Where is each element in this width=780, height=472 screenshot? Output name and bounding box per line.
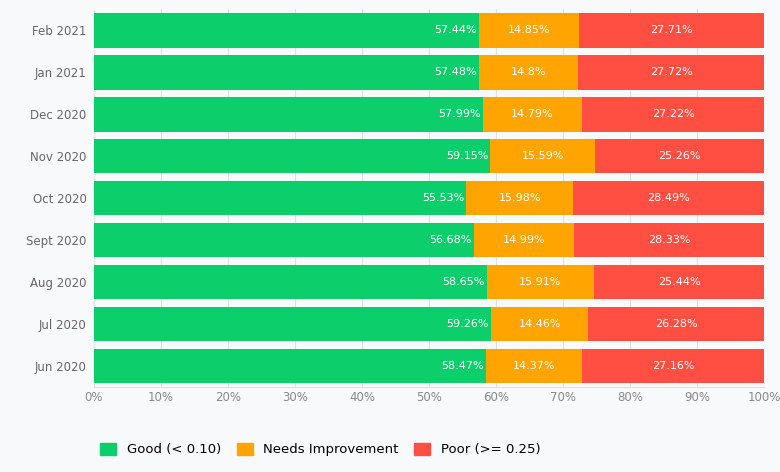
- Bar: [574, 223, 764, 257]
- Bar: [582, 97, 764, 132]
- Text: 57.44%: 57.44%: [434, 25, 477, 35]
- Bar: [466, 181, 573, 215]
- Bar: [487, 265, 594, 299]
- Bar: [473, 223, 574, 257]
- Text: 27.16%: 27.16%: [652, 361, 694, 371]
- Bar: [94, 97, 483, 132]
- Text: 59.15%: 59.15%: [446, 152, 488, 161]
- Bar: [595, 139, 764, 174]
- Text: 14.46%: 14.46%: [519, 319, 561, 329]
- Text: 27.72%: 27.72%: [650, 67, 693, 77]
- Text: 57.99%: 57.99%: [438, 110, 480, 119]
- Bar: [594, 265, 764, 299]
- Text: 26.28%: 26.28%: [655, 319, 697, 329]
- Text: 58.47%: 58.47%: [441, 361, 484, 371]
- Bar: [94, 139, 491, 174]
- Bar: [94, 223, 473, 257]
- Bar: [479, 13, 579, 48]
- Bar: [94, 181, 466, 215]
- Text: 28.49%: 28.49%: [647, 193, 690, 203]
- Bar: [491, 307, 588, 341]
- Bar: [94, 265, 487, 299]
- Text: 15.98%: 15.98%: [498, 193, 541, 203]
- Bar: [579, 55, 764, 90]
- Bar: [483, 97, 582, 132]
- Text: 25.44%: 25.44%: [658, 277, 700, 287]
- Text: 55.53%: 55.53%: [422, 193, 464, 203]
- Text: 27.22%: 27.22%: [652, 110, 694, 119]
- Text: 25.26%: 25.26%: [658, 152, 701, 161]
- Text: 14.99%: 14.99%: [503, 235, 545, 245]
- Bar: [94, 55, 479, 90]
- Bar: [573, 181, 764, 215]
- Text: 57.48%: 57.48%: [434, 67, 477, 77]
- Text: 15.59%: 15.59%: [522, 152, 564, 161]
- Text: 14.85%: 14.85%: [508, 25, 550, 35]
- Text: 28.33%: 28.33%: [648, 235, 690, 245]
- Text: 14.37%: 14.37%: [512, 361, 555, 371]
- Bar: [491, 139, 595, 174]
- Text: 14.8%: 14.8%: [511, 67, 547, 77]
- Text: 59.26%: 59.26%: [447, 319, 489, 329]
- Text: 14.79%: 14.79%: [511, 110, 554, 119]
- Bar: [94, 13, 479, 48]
- Bar: [579, 13, 764, 48]
- Text: 56.68%: 56.68%: [430, 235, 472, 245]
- Bar: [94, 307, 491, 341]
- Legend: Good (< 0.10), Needs Improvement, Poor (>= 0.25): Good (< 0.10), Needs Improvement, Poor (…: [100, 443, 541, 456]
- Bar: [582, 349, 764, 383]
- Bar: [479, 55, 579, 90]
- Bar: [588, 307, 764, 341]
- Bar: [486, 349, 582, 383]
- Text: 27.71%: 27.71%: [651, 25, 693, 35]
- Bar: [94, 349, 486, 383]
- Text: 15.91%: 15.91%: [519, 277, 562, 287]
- Text: 58.65%: 58.65%: [442, 277, 485, 287]
